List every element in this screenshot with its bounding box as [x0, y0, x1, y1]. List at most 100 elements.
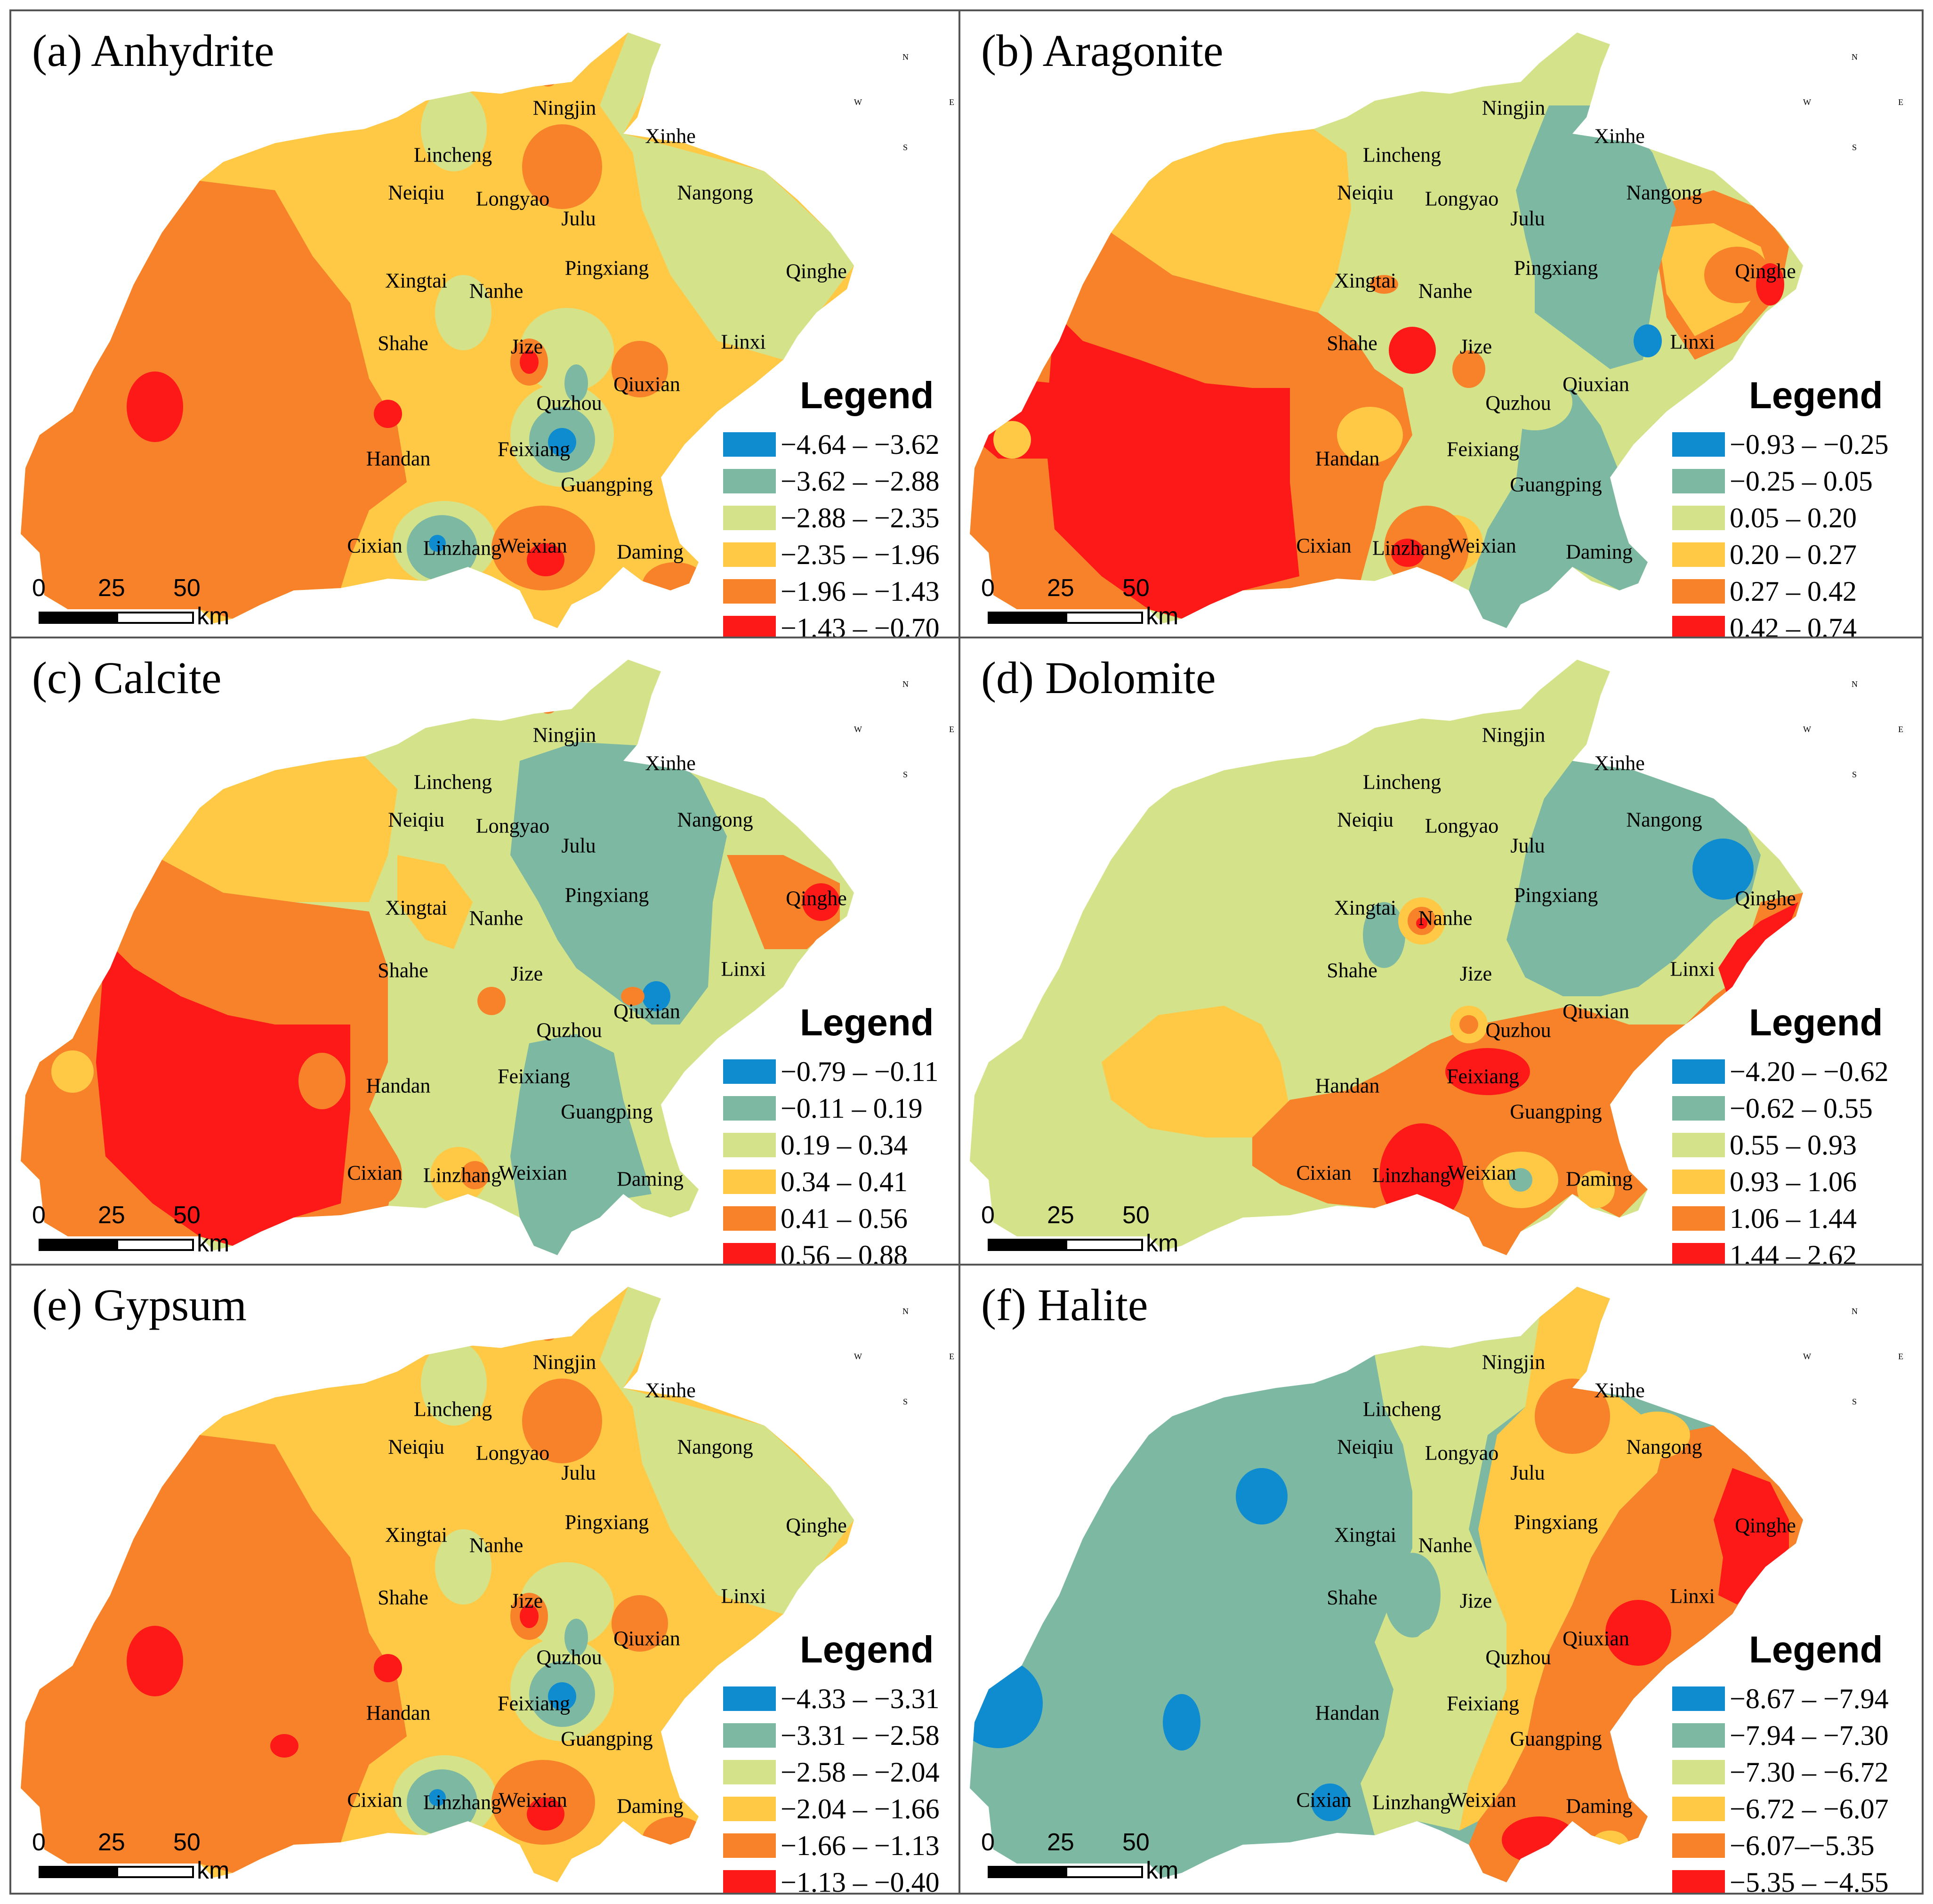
legend-label: −0.79 – −0.11: [781, 1056, 939, 1087]
legend-title: Legend: [1749, 1001, 1883, 1043]
zone-class-1: [548, 1682, 576, 1710]
interpolated-map: [21, 1287, 854, 1882]
north-arrow: N S E W: [1803, 1307, 1903, 1406]
legend-swatch: [723, 1797, 776, 1821]
city-label-ningjin: Ningjin: [1482, 1350, 1546, 1374]
city-label-shahe: Shahe: [1327, 1586, 1377, 1609]
city-label-linzhang: Linzhang: [423, 536, 502, 560]
scale-segment-black: [39, 1239, 116, 1251]
city-label-shahe: Shahe: [378, 959, 428, 982]
legend-swatch: [723, 1059, 776, 1084]
city-label-handan: Handan: [1315, 447, 1380, 470]
interpolated-map: [970, 660, 1803, 1255]
city-label-weixian: Weixian: [499, 1788, 567, 1812]
compass-s-label: S: [903, 1397, 908, 1406]
city-label-neiqiu: Neiqiu: [388, 1435, 444, 1459]
legend-swatch: [723, 469, 776, 493]
legend-label: −3.31 – −2.58: [781, 1720, 940, 1751]
city-label-julu: Julu: [561, 834, 596, 857]
city-label-qiuxian: Qiuxian: [613, 1627, 680, 1650]
city-label-qiuxian: Qiuxian: [1563, 1627, 1629, 1650]
legend-item: −7.30 – −6.72: [1672, 1756, 1917, 1789]
legend-swatch: [723, 1686, 776, 1711]
panel-title: (b) Aragonite: [981, 25, 1224, 76]
zone-class-1: [429, 1789, 446, 1806]
legend-label: −6.72 – −6.07: [1730, 1793, 1889, 1824]
legend-item: −0.79 – −0.11: [723, 1055, 968, 1088]
city-label-qinghe: Qinghe: [786, 887, 847, 910]
city-label-daming: Daming: [617, 1794, 684, 1818]
city-label-handan: Handan: [366, 1701, 431, 1725]
legend-item: 0.55 – 0.93: [1672, 1129, 1917, 1162]
legend-label: −2.35 – −1.96: [781, 539, 940, 570]
panel-title: (e) Gypsum: [32, 1280, 247, 1330]
legend-label: −1.13 – −0.40: [781, 1867, 940, 1895]
legend-label: 0.34 – 0.41: [781, 1166, 908, 1197]
legend-item: −1.13 – −0.40: [723, 1866, 968, 1895]
legend-title: Legend: [800, 1629, 934, 1670]
city-label-guangping: Guangping: [1510, 1727, 1602, 1751]
zone-class-4: [1337, 407, 1403, 463]
legend-swatch: [723, 542, 776, 567]
city-label-ningjin: Ningjin: [532, 96, 596, 120]
legend-swatch: [723, 1243, 776, 1266]
legend-label: 0.55 – 0.93: [1730, 1129, 1857, 1161]
legend-swatch: [1672, 1206, 1725, 1231]
scale-segment-white: [116, 1239, 194, 1251]
zone-class-5: [1370, 275, 1398, 294]
zone-class-6: [1045, 313, 1299, 619]
legend-label: −2.88 – −2.35: [781, 502, 940, 533]
legend: Legend −0.93 – −0.25 −0.25 – 0.05 0.05 – 0…: [1667, 374, 1921, 640]
compass-s-label: S: [1852, 143, 1857, 152]
zone-class-3: [1497, 374, 1572, 430]
city-label-qiuxian: Qiuxian: [613, 1000, 680, 1023]
scale-label-50: 50: [1122, 574, 1150, 602]
north-arrow: N S E W: [854, 52, 954, 152]
city-label-cixian: Cixian: [1296, 1788, 1352, 1812]
scale-segment-black: [39, 1866, 116, 1878]
zone-class-5: [1535, 1379, 1610, 1454]
zone-class-2: [1384, 1553, 1441, 1638]
zone-class-5: [1459, 1015, 1478, 1034]
city-label-handan: Handan: [1315, 1074, 1380, 1097]
city-label-weixian: Weixian: [499, 534, 567, 557]
compass-s-label: S: [1852, 1397, 1857, 1406]
zone-class-3: [421, 1341, 487, 1426]
city-label-nangong: Nangong: [1626, 181, 1702, 204]
legend-item: −4.33 – −3.31: [723, 1682, 968, 1715]
legend-label: −4.33 – −3.31: [781, 1683, 940, 1714]
city-label-linzhang: Linzhang: [1372, 1791, 1451, 1814]
city-label-xingtai: Xingtai: [385, 1523, 447, 1547]
zone-class-5: [21, 181, 407, 619]
legend-label: 0.42 – 0.74: [1730, 613, 1857, 640]
city-label-xingtai: Xingtai: [385, 269, 447, 292]
legend-swatch: [1672, 616, 1725, 638]
city-label-daming: Daming: [617, 540, 684, 564]
legend-title: Legend: [800, 374, 934, 416]
compass-w-label: W: [854, 97, 862, 107]
city-label-linxi: Linxi: [721, 957, 766, 981]
zone-class-4: [1591, 1831, 1629, 1859]
city-label-neiqiu: Neiqiu: [1337, 181, 1393, 204]
scale-label-25: 25: [98, 1829, 125, 1856]
legend-swatch: [1672, 469, 1725, 493]
zone-class-1: [548, 428, 576, 456]
zone-class-6: [1445, 1048, 1530, 1095]
scale-bar: 0 25 50 km: [32, 1201, 229, 1257]
legend-swatch: [723, 1833, 776, 1858]
legend: Legend −4.33 – −3.31 −3.31 – −2.58 −2.58 –…: [717, 1628, 972, 1895]
legend-item: −6.07–−5.35: [1672, 1829, 1917, 1862]
zone-class-6: [1605, 1600, 1671, 1666]
zone-class-6: [1416, 918, 1427, 929]
compass-n-label: N: [1852, 1307, 1858, 1316]
zone-class-5: [642, 562, 708, 609]
city-label-shahe: Shahe: [378, 331, 428, 355]
legend-label: −0.25 – 0.05: [1730, 466, 1873, 497]
scale-label-25: 25: [1047, 1829, 1074, 1856]
city-label-weixian: Weixian: [1448, 1161, 1516, 1185]
zone-class-2: [510, 1034, 652, 1255]
city-label-cixian: Cixian: [347, 534, 403, 557]
city-label-feixiang: Feixiang: [1447, 1065, 1519, 1088]
legend-item: 1.06 – 1.44: [1672, 1202, 1917, 1235]
